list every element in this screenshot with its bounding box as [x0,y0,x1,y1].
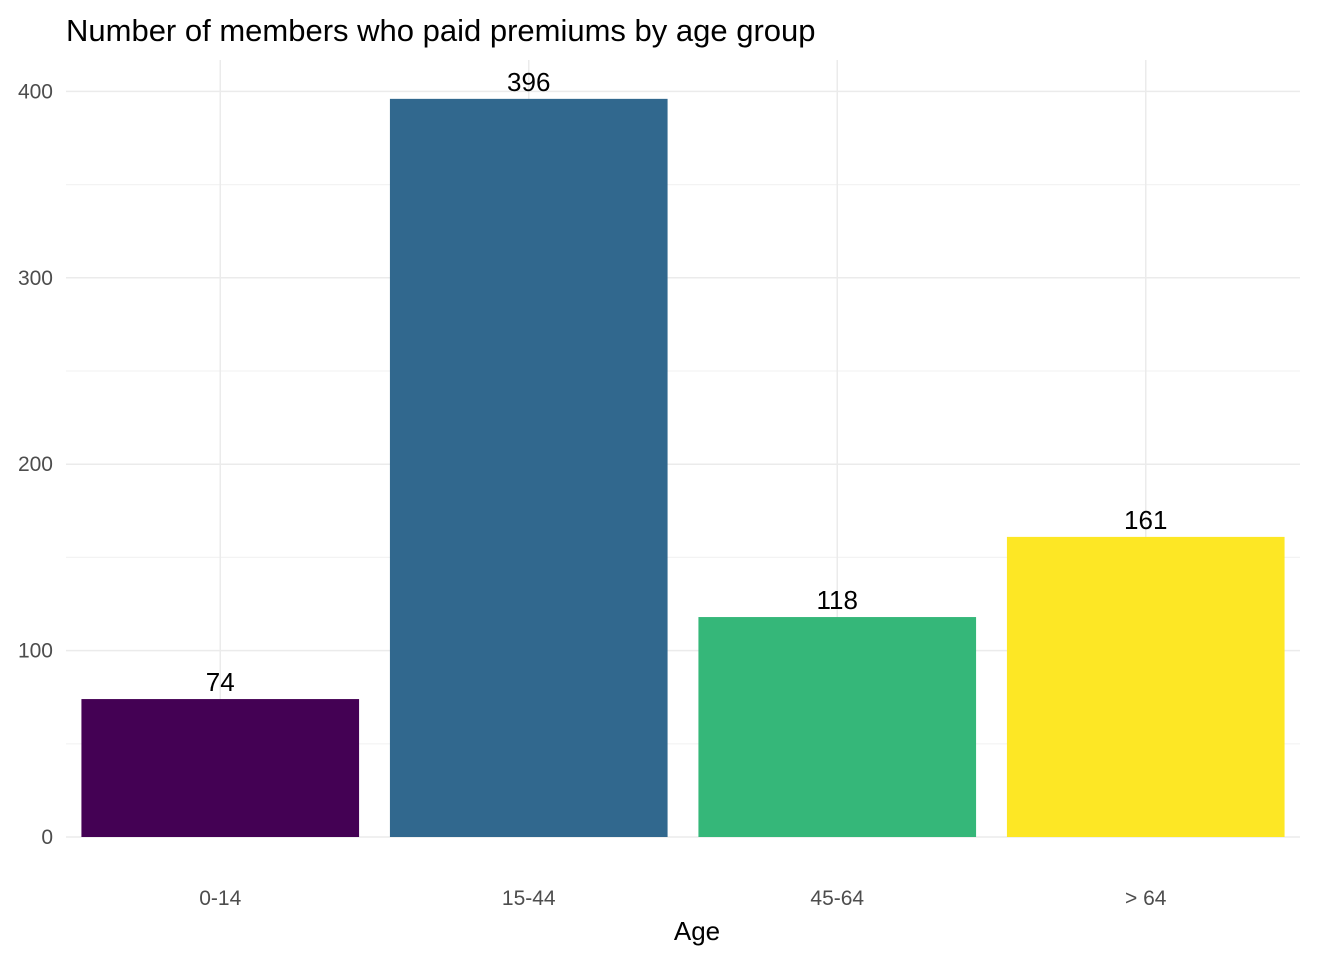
bar-4 [1006,536,1285,837]
x-axis-title: Age [674,916,720,946]
data-labels: 74 396 118 161 [206,67,1168,697]
x-tick-label: 15-44 [502,887,556,910]
chart-title: Number of members who paid premiums by a… [66,13,816,48]
y-tick-label: 300 [18,267,53,290]
bar-2 [389,98,668,837]
bars [81,98,1285,837]
bar-3 [698,617,977,837]
data-label-2: 396 [507,67,550,97]
x-tick-label: 45-64 [810,887,864,910]
data-label-4: 161 [1124,505,1167,535]
y-tick-label: 400 [18,80,53,103]
y-tick-label: 0 [41,826,53,849]
y-tick-label: 100 [18,640,53,663]
bar-1 [81,699,360,837]
data-label-1: 74 [206,667,235,697]
y-tick-label: 200 [18,453,53,476]
x-tick-label: > 64 [1125,887,1167,910]
y-axis-ticks: 0 100 200 300 400 [18,80,53,849]
data-label-3: 118 [817,585,858,615]
x-tick-label: 0-14 [199,887,241,910]
x-axis-ticks: 0-14 15-44 45-64 > 64 [199,887,1167,910]
